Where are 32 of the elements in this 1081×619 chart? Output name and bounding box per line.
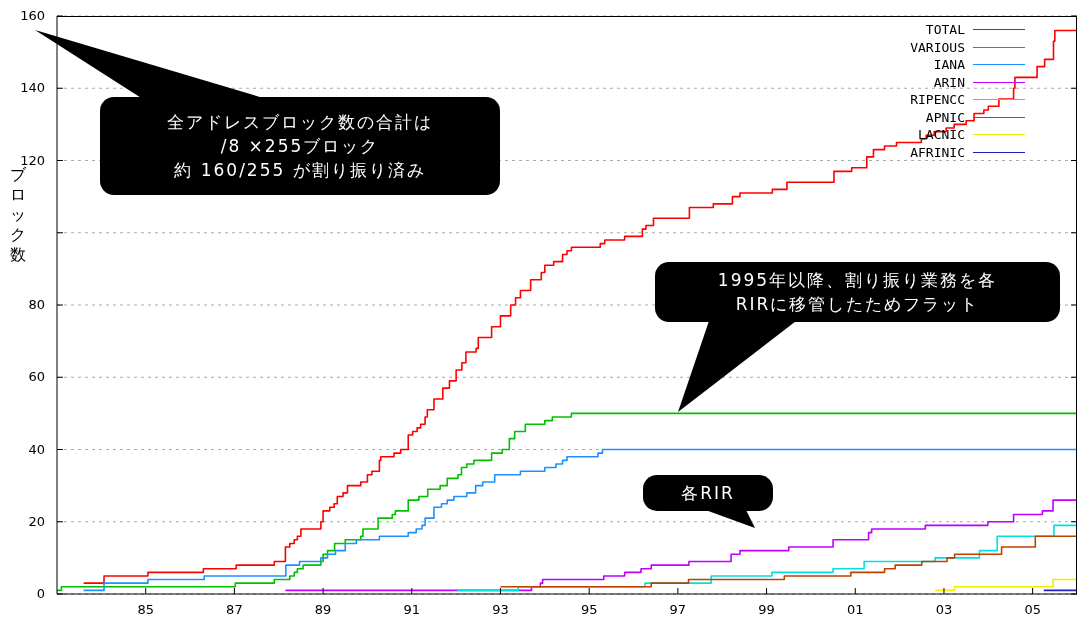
x-tick-label: 95: [580, 602, 598, 617]
annotation: 1995年以降、割り振り業務を各: [717, 269, 998, 292]
legend-label: IANA: [933, 56, 965, 74]
x-tick-label: 85: [137, 602, 154, 617]
annotation: /8 ×255ブロック: [220, 135, 380, 158]
legend-label: RIPENCC: [910, 91, 965, 109]
x-tick-label: 89: [314, 602, 332, 617]
y-tick-label: 40: [27, 441, 45, 458]
annotation: 約 160/255 が割り振り済み: [174, 159, 426, 182]
x-tick-label: 93: [492, 602, 509, 617]
x-tick-label: 01: [846, 602, 864, 617]
x-tick-label: 03: [935, 602, 953, 617]
legend-label: TOTAL: [925, 21, 965, 39]
annotation: 全アドレスブロック数の合計は: [167, 111, 433, 134]
legend-label: AFRINIC: [910, 143, 965, 161]
legend-label: APNIC: [925, 108, 965, 126]
y-axis-title: ブロック数: [8, 165, 28, 265]
legend-label: VARIOUS: [910, 38, 965, 56]
annotation: 各RIR: [681, 482, 735, 505]
x-tick-label: 87: [226, 602, 243, 617]
x-tick-label: 97: [669, 602, 687, 617]
y-tick-label: 0: [35, 586, 45, 602]
x-tick-label: 91: [403, 602, 421, 617]
annotation: RIRに移管したためフラット: [735, 293, 980, 316]
y-tick-label: 140: [19, 80, 45, 97]
y-tick-label: 80: [27, 297, 45, 313]
y-tick-label: 60: [27, 369, 45, 386]
x-tick-label: 05: [1024, 602, 1041, 617]
y-tick-label: 160: [19, 8, 45, 24]
x-tick-label: 99: [758, 602, 775, 617]
legend-label: ARIN: [933, 73, 965, 91]
y-tick-label: 20: [27, 513, 45, 530]
